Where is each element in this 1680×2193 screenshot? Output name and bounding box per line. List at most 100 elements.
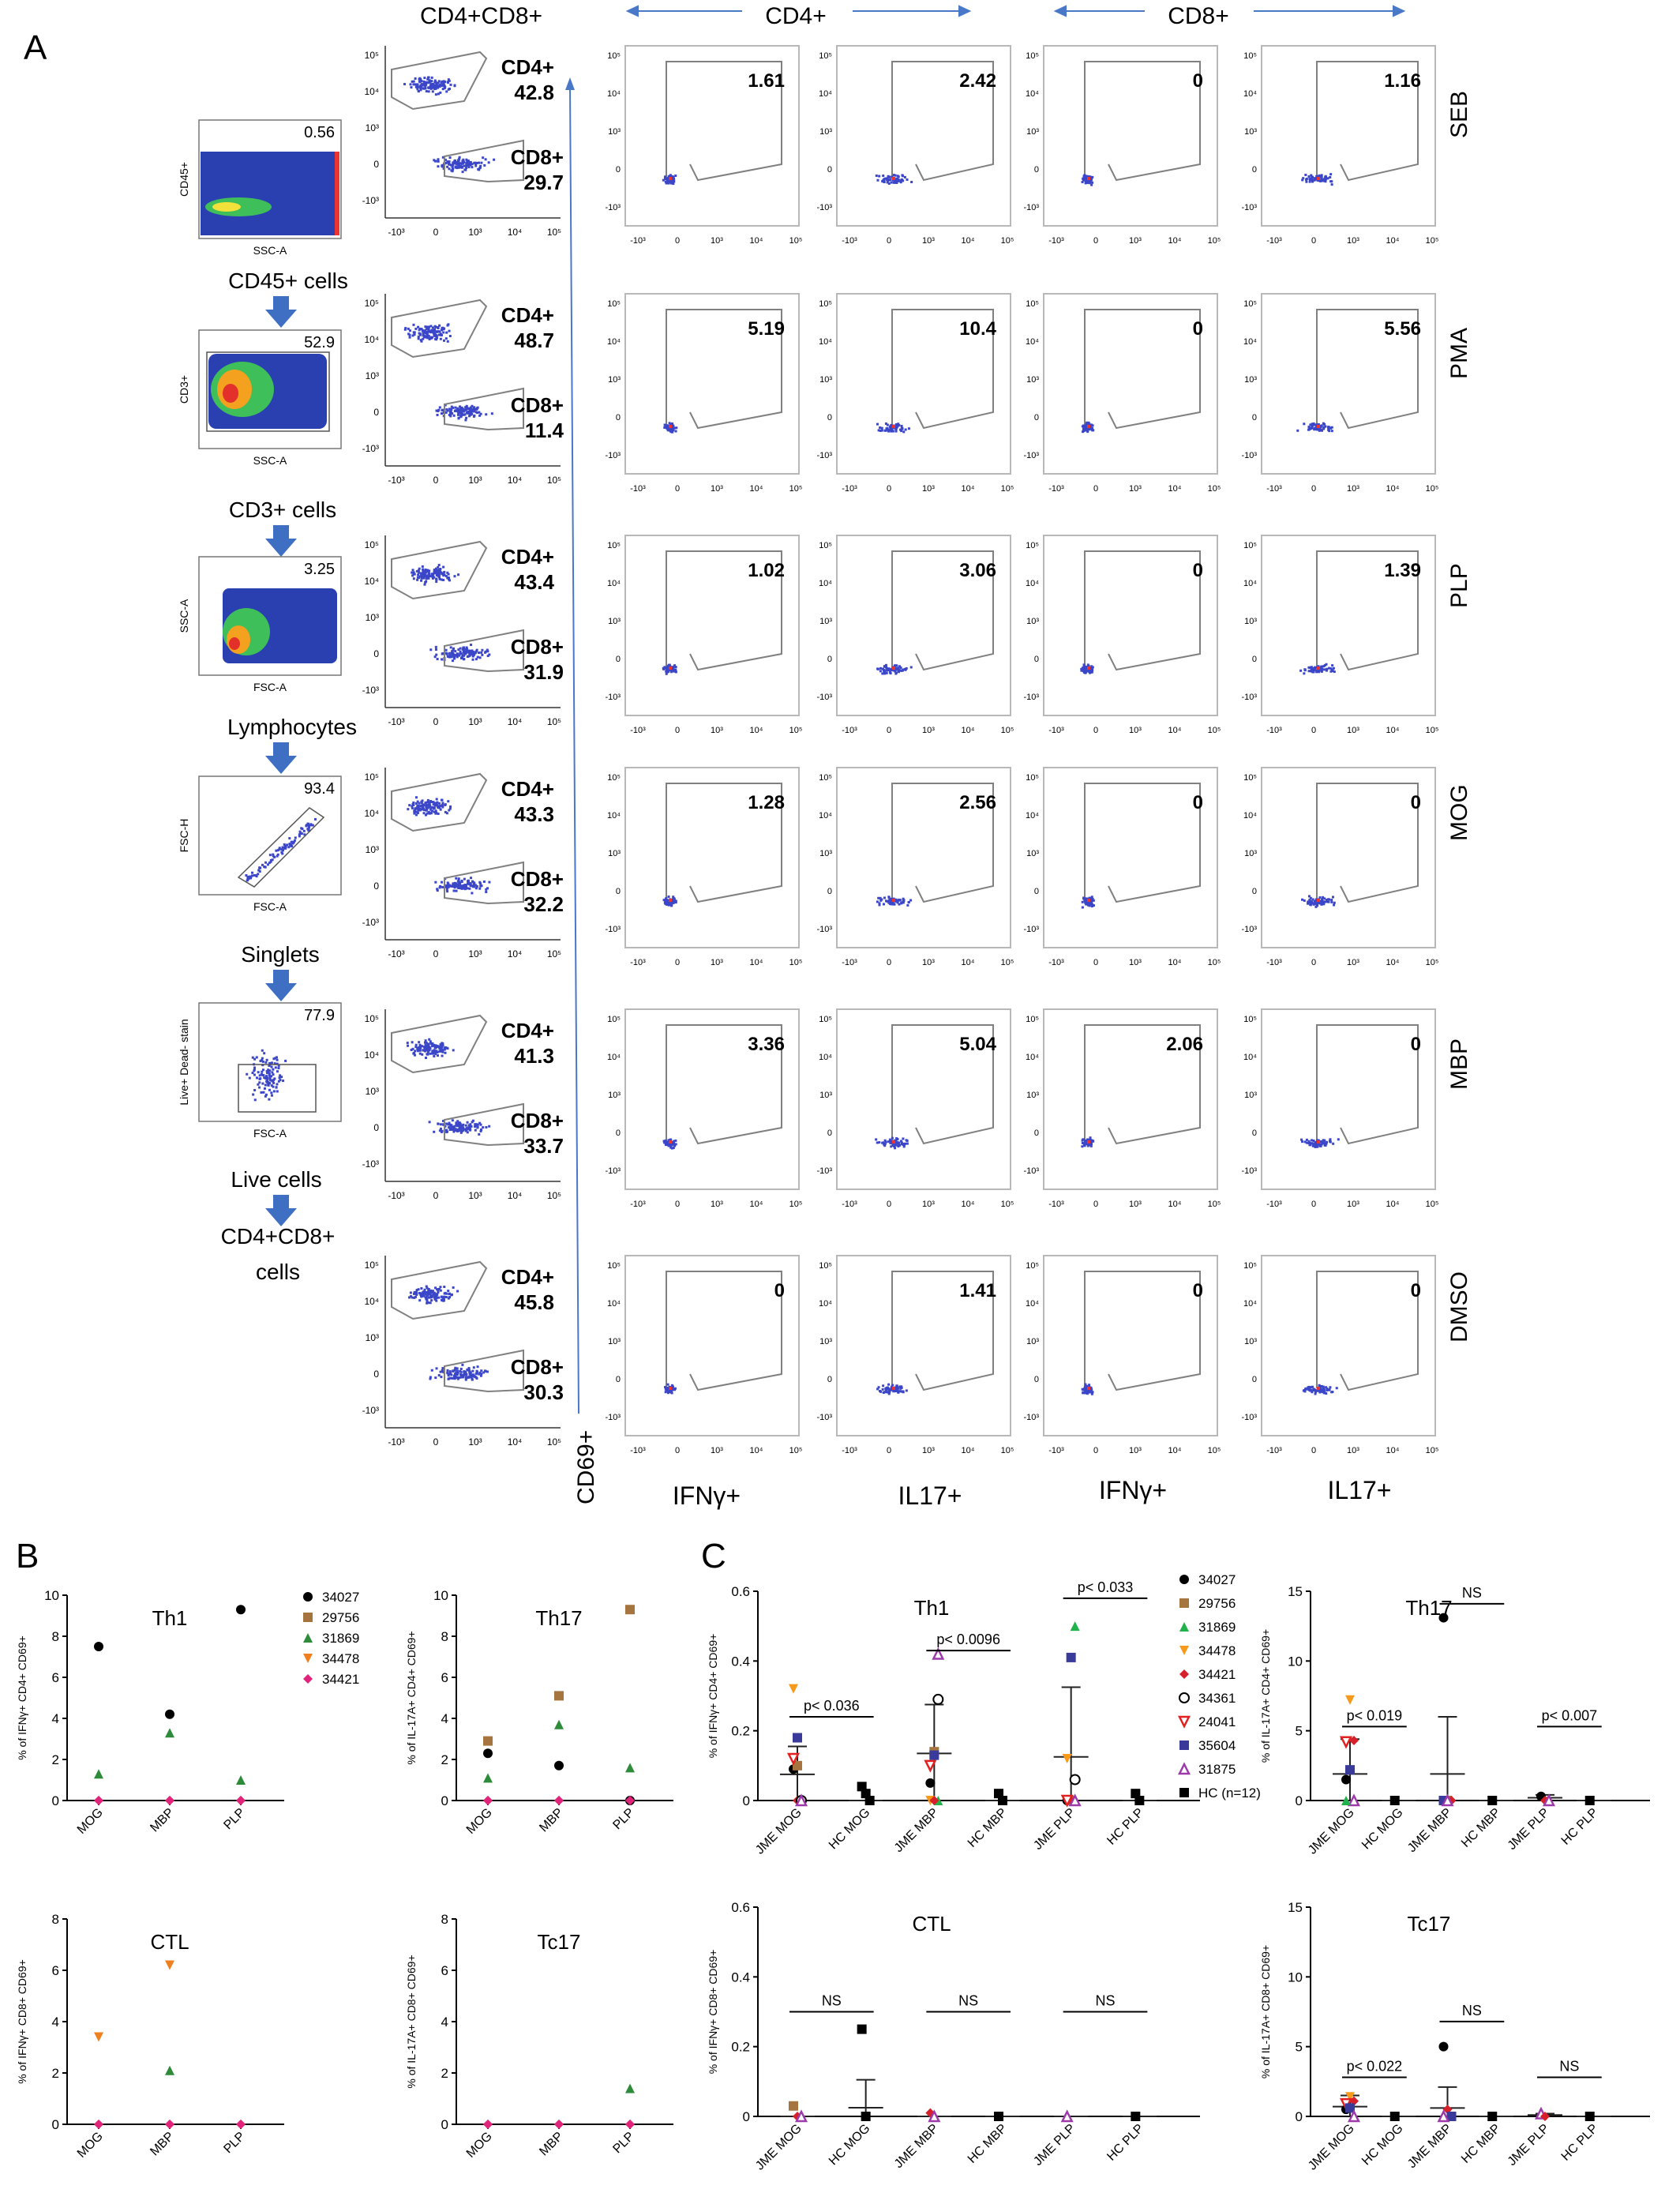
event-dot [414,807,417,810]
event-dot [407,332,411,336]
data-point [94,2032,103,2042]
tick-label: 0 [616,413,621,422]
tick-label: 10⁵ [1426,1446,1439,1455]
tick-label: 10⁴ [819,337,832,347]
event-dot [876,667,879,670]
category-label: JME PLP [1031,2122,1078,2169]
event-dot [486,648,489,652]
flow-gate-value: 0 [1411,792,1421,813]
event-dot [260,1072,263,1076]
event-dot [439,337,442,340]
event-dot [441,802,444,805]
cytokine-gate [1084,1271,1201,1391]
event-dot [420,80,423,83]
event-dot [670,425,673,428]
event-dot [1311,1391,1314,1394]
cytokine-gate [1316,550,1419,671]
condition-label: MOG [1446,784,1472,841]
event-dot [448,160,451,163]
event-dot [1084,666,1087,669]
event-dot [429,80,432,83]
event-dot [1327,898,1330,901]
event-dot [447,1377,450,1380]
cytokine-gate [891,1271,994,1391]
tick-label: 10⁵ [1243,1015,1257,1024]
tick-label: -10³ [842,236,857,246]
event-dot [474,658,478,661]
event-dot [468,1126,471,1129]
event-dot [465,162,468,165]
event-dot [461,160,464,163]
event-dot [488,1125,491,1128]
event-dot [415,1289,418,1292]
event-dot [881,1388,884,1391]
event-dot [673,180,676,183]
event-dot [412,577,415,580]
tick-label: -10³ [388,716,404,727]
event-dot [674,175,677,178]
event-dot [438,576,441,579]
event-dot [451,659,454,663]
flow-gate-value: 1.16 [1384,70,1421,92]
event-dot [1087,1142,1090,1145]
event-dot [433,572,436,575]
event-dot [1311,898,1314,901]
event-dot [1317,426,1320,430]
event-dot [426,806,429,809]
event-dot [1325,1141,1328,1144]
event-dot [435,811,438,814]
event-dot [266,863,269,866]
event-dot [890,1145,893,1148]
event-dot [445,1046,448,1050]
tick-label: 10³ [1129,726,1142,735]
category-label: MOG [464,1806,495,1837]
axis-label: % of IL-17A+ CD8+ CD69+ [405,1955,418,2088]
event-dot [1326,1389,1329,1392]
event-dot [428,337,431,340]
event-dot [1311,902,1314,905]
event-dot [444,574,448,577]
event-dot [429,1301,432,1305]
event-dot [403,328,407,331]
event-dot [1314,905,1318,908]
cd8-gate-value: 29.7 [523,171,564,194]
chart-title: CTL [912,1912,951,1936]
event-dot [886,423,889,426]
event-dot [1333,903,1336,907]
event-dot [438,805,441,808]
tick-label: 0 [887,484,891,494]
event-dot [436,888,439,891]
event-dot [450,405,453,408]
event-dot [272,1081,276,1084]
tick-label: 0.2 [731,1724,750,1739]
tick-label: 0 [1093,1200,1098,1209]
event-dot [892,177,895,180]
tick-label: 10⁴ [1243,579,1257,588]
event-dot [264,1083,267,1087]
data-point [786,1752,801,1766]
event-dot [463,168,467,171]
event-dot [664,426,667,429]
event-dot [441,1369,444,1372]
tick-label: 0.6 [731,1900,750,1915]
data-point [925,1778,936,1788]
tick-label: 0 [1311,958,1316,967]
event-dot [902,668,905,671]
event-dot [669,1387,672,1390]
cytokine-gate [1084,783,1201,903]
data-point [794,2109,808,2123]
event-dot [667,1144,670,1147]
event-dot [444,803,447,806]
axis-label: Live+ Dead- stain [178,1019,190,1105]
event-dot [1307,428,1311,431]
event-dot [894,430,898,433]
event-dot [425,577,428,580]
event-dot [1312,667,1315,670]
bottom-label-il17-cd8: IL17+ [1328,1476,1392,1504]
cd8-gate [444,629,524,673]
event-dot [425,813,428,817]
event-dot [439,884,442,888]
